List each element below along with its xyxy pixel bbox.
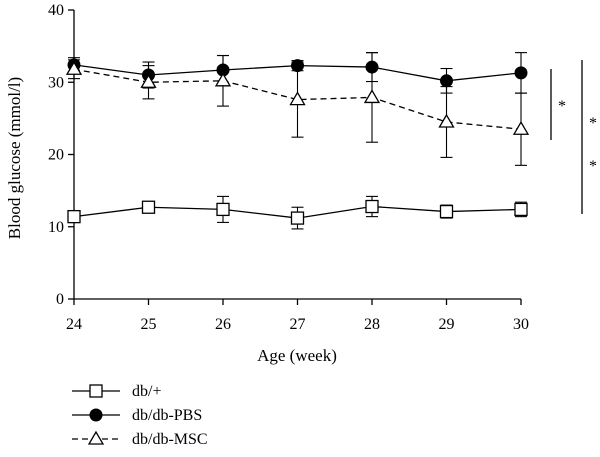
x-tick-label-27: 27 bbox=[290, 316, 306, 333]
data-point-s0-26 bbox=[216, 202, 230, 217]
series-0 bbox=[67, 195, 528, 230]
legend-label-1: db/db-PBS bbox=[132, 407, 202, 424]
axes bbox=[73, 10, 521, 300]
y-tick-label-10: 10 bbox=[48, 219, 64, 236]
x-ticks: 24 25 26 27 28 29 30 bbox=[66, 299, 529, 333]
x-tick-label-25: 25 bbox=[141, 316, 157, 333]
sig-star-pbs-msc: * bbox=[558, 98, 566, 115]
data-point-s0-28 bbox=[365, 199, 379, 214]
legend-marker-1 bbox=[89, 408, 103, 422]
data-point-s0-29 bbox=[439, 204, 454, 219]
data-point-s0-24 bbox=[67, 209, 81, 224]
sig-star-pbs-dbplus-1: * bbox=[589, 115, 597, 132]
legend: db/+ db/db-PBS db/db-MSC bbox=[72, 383, 208, 448]
x-tick-label-24: 24 bbox=[66, 316, 82, 333]
y-tick-label-0: 0 bbox=[56, 291, 64, 308]
data-point-s2-30 bbox=[512, 120, 530, 135]
sig-star-pbs-dbplus-2: * bbox=[589, 158, 597, 175]
data-point-s0-25 bbox=[141, 200, 156, 214]
y-axis-title: Blood glucose (mmol/l) bbox=[5, 77, 24, 239]
legend-label-0: db/+ bbox=[132, 383, 161, 400]
data-point-s0-30 bbox=[514, 202, 528, 217]
legend-marker-2 bbox=[87, 430, 105, 445]
y-tick-label-40: 40 bbox=[48, 2, 64, 19]
legend-label-2: db/db-MSC bbox=[132, 431, 208, 448]
y-tick-label-30: 30 bbox=[48, 74, 64, 91]
data-point-s2-28 bbox=[363, 89, 381, 104]
data-point-s1-29 bbox=[440, 74, 453, 88]
significance-brackets: * * * bbox=[550, 60, 597, 214]
y-ticks: 0 10 20 30 40 bbox=[48, 2, 74, 308]
x-tick-label-29: 29 bbox=[439, 316, 455, 333]
data-point-s1-30 bbox=[514, 66, 528, 80]
data-point-s2-26 bbox=[214, 72, 232, 87]
plot-area bbox=[65, 52, 530, 230]
data-point-s2-24 bbox=[65, 60, 83, 75]
x-tick-label-28: 28 bbox=[364, 316, 380, 333]
legend-marker-0 bbox=[89, 384, 103, 398]
data-point-s0-27 bbox=[290, 211, 305, 225]
data-point-s2-27 bbox=[289, 91, 306, 106]
data-point-s2-29 bbox=[438, 113, 455, 128]
x-tick-label-26: 26 bbox=[215, 316, 231, 333]
data-point-s2-25 bbox=[140, 73, 157, 88]
y-tick-label-20: 20 bbox=[48, 147, 64, 164]
series-2 bbox=[65, 52, 530, 166]
x-axis-title: Age (week) bbox=[257, 346, 337, 365]
x-tick-label-30: 30 bbox=[513, 316, 529, 333]
